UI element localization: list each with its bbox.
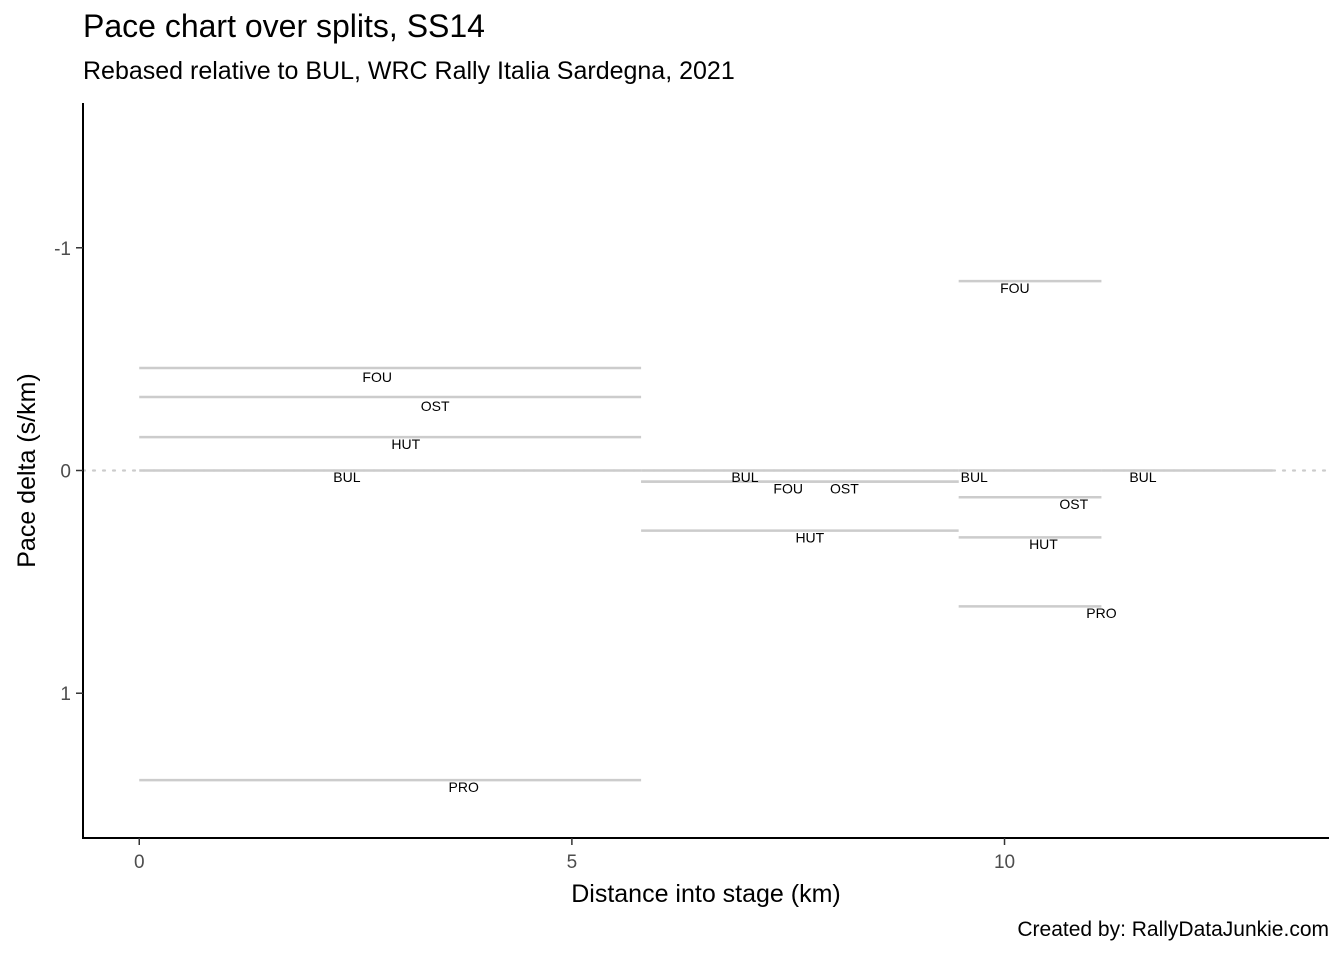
labels-layer: FOU OST HUT BUL PRO BUL FOU OST HUT FOU BUL OST HUT P…	[333, 280, 1157, 795]
chart-caption: Created by: RallyDataJunkie.com	[1017, 918, 1329, 941]
driver-label-ost: OST	[421, 398, 450, 414]
driver-label-pro: PRO	[1086, 605, 1116, 621]
y-tick-label: 1	[60, 684, 71, 705]
driver-label-fou: FOU	[1000, 280, 1030, 296]
driver-label-bul: BUL	[731, 469, 758, 485]
driver-label-bul: BUL	[333, 469, 360, 485]
y-axis-title: Pace delta (s/km)	[13, 373, 41, 568]
driver-label-hut: HUT	[1029, 536, 1058, 552]
axes-layer: 0 5 10 -1 0 1 Distance into stage (km) Pace del…	[13, 103, 1329, 908]
driver-label-hut: HUT	[391, 436, 420, 452]
driver-label-ost: OST	[1059, 496, 1088, 512]
chart-title: Pace chart over splits, SS14	[83, 8, 485, 44]
y-tick-label: 0	[60, 462, 71, 483]
y-tick-label: -1	[54, 239, 71, 260]
driver-label-ost: OST	[830, 480, 859, 496]
x-tick-label: 5	[567, 852, 578, 873]
x-axis-title: Distance into stage (km)	[571, 880, 841, 908]
driver-label-fou: FOU	[362, 369, 392, 385]
driver-label-pro: PRO	[449, 779, 479, 795]
driver-label-fou: FOU	[773, 480, 803, 496]
driver-label-bul: BUL	[961, 469, 988, 485]
driver-label-bul: BUL	[1129, 469, 1156, 485]
segments-layer	[139, 279, 1273, 782]
x-tick-label: 10	[994, 852, 1015, 873]
driver-label-hut: HUT	[795, 529, 824, 545]
x-tick-label: 0	[134, 852, 145, 873]
chart-subtitle: Rebased relative to BUL, WRC Rally Itali…	[83, 57, 735, 85]
